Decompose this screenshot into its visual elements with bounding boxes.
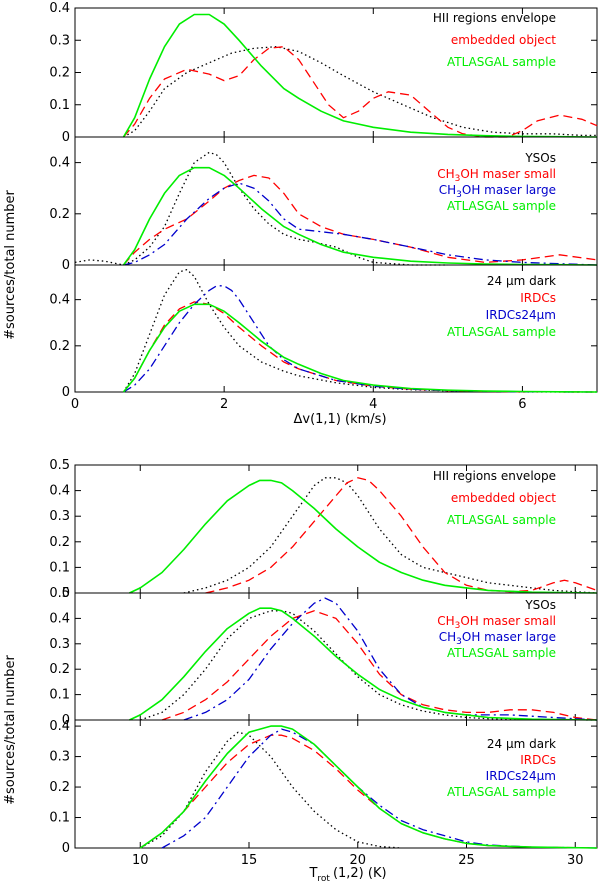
panel-5-series-ch3oh-maser-large xyxy=(183,597,598,721)
panel-1-series-hii-regions-envelope xyxy=(123,46,597,138)
panel-6-xtick-label-2: 20 xyxy=(349,853,366,868)
panel-1-ytick-label-1: 0.1 xyxy=(49,98,70,113)
panel-5-ytick-label-3: 0.3 xyxy=(49,637,70,652)
panel-2-legend-1: CH3OH maser small xyxy=(437,167,556,184)
panel-5-ytick-label-0: 0 xyxy=(62,713,70,728)
panel-6-xtick-label-4: 30 xyxy=(567,853,584,868)
panel-6-frame xyxy=(74,719,598,849)
bottom-x-title-sub: rot xyxy=(317,874,330,884)
panel-2-legend-0: YSOs xyxy=(524,151,556,165)
panel-6-series-atlasgal-sample xyxy=(139,725,598,849)
panel-2-ytick-label-1: 0.2 xyxy=(49,207,70,222)
panel-6-legend-2: IRDCs24μm xyxy=(486,769,556,783)
panel-3-series-atlasgal-sample xyxy=(122,303,598,393)
panel-4-ytick-label-2: 0.2 xyxy=(49,535,70,550)
panel-2-series-ch3oh-maser-large xyxy=(123,182,598,266)
top-y-axis-title: #sources/total number xyxy=(3,189,18,339)
panel-3-legend-2: IRDCs24μm xyxy=(486,308,556,322)
panel-5-legend-3: ATLASGAL sample xyxy=(447,646,556,660)
panel-1-series-embedded-object xyxy=(123,46,598,138)
panel-6-xtick-label-1: 15 xyxy=(241,853,258,868)
panel-2-series-ch3oh-maser-small xyxy=(123,174,598,266)
panel-2-series-ysos xyxy=(74,151,448,266)
panel-2-legend-3: ATLASGAL sample xyxy=(447,199,556,213)
panel-3-legend-3: ATLASGAL sample xyxy=(447,325,556,339)
panel-4-series-hii-regions-envelope xyxy=(183,477,598,594)
panel-1-legend-2: ATLASGAL sample xyxy=(447,55,556,69)
panel-5-legend-2: CH3OH maser large xyxy=(439,630,556,647)
panel-3-frame xyxy=(74,264,598,393)
panel-6-ytick-label-4: 0.4 xyxy=(49,719,70,734)
panel-4-ytick-label-5: 0.5 xyxy=(49,458,70,473)
panel-3-xtick-label-3: 6 xyxy=(518,397,526,412)
panel-5-ytick-label-5: 0.5 xyxy=(49,586,70,601)
panel-5-series-ch3oh-maser-small xyxy=(161,610,598,721)
panel-6-ytick-label-2: 0.2 xyxy=(49,780,70,795)
panel-1-ytick-label-3: 0.3 xyxy=(49,33,70,48)
panel-2-legend-2: CH3OH maser large xyxy=(439,183,556,200)
panel-6-series-irdcs24-m xyxy=(161,728,598,849)
panel-3-xtick-label-2: 4 xyxy=(369,397,377,412)
panel-6-legend-0: 24 μm dark xyxy=(487,737,556,751)
panel-6-legend-1: IRDCs xyxy=(520,753,556,767)
panel-6-series-24-m-dark xyxy=(139,731,402,849)
bottom-x-title-rest: (1,2) (K) xyxy=(333,866,387,881)
panel-3-legend-1: IRDCs xyxy=(520,291,556,305)
panel-3-ytick-label-0: 0 xyxy=(62,385,70,400)
panel-4-series-atlasgal-sample xyxy=(129,479,598,594)
panel-3-ytick-label-2: 0.4 xyxy=(49,293,70,308)
panel-6-ytick-label-3: 0.3 xyxy=(49,750,70,765)
panel-1-legend-0: HII regions envelope xyxy=(433,11,556,25)
panel-4-ytick-label-1: 0.1 xyxy=(49,560,70,575)
panel-1-ytick-label-0: 0 xyxy=(62,130,70,145)
panel-3-legend-0: 24 μm dark xyxy=(487,274,556,288)
panel-4-ytick-label-4: 0.4 xyxy=(49,484,70,499)
panel-6-ytick-label-0: 0 xyxy=(62,841,70,856)
panel-5-ytick-label-4: 0.4 xyxy=(49,611,70,626)
panel-1-series-atlasgal-sample xyxy=(122,13,598,138)
panel-6-xtick-label-0: 10 xyxy=(132,853,149,868)
panel-5-series-atlasgal-sample xyxy=(129,607,598,721)
panel-5-legend-0: YSOs xyxy=(524,598,556,612)
panel-4-ytick-label-3: 0.3 xyxy=(49,509,70,524)
panel-3-xtick-label-1: 2 xyxy=(220,397,228,412)
bottom-y-axis-title: #sources/total number xyxy=(3,654,18,804)
panel-4-ytick-label-0: 0 xyxy=(62,586,70,601)
panel-5-ytick-label-1: 0.1 xyxy=(49,688,70,703)
panel-2-series-atlasgal-sample xyxy=(122,166,598,266)
bottom-x-title-main: T xyxy=(308,866,317,881)
panel-6-ytick-label-1: 0.1 xyxy=(49,811,70,826)
panel-6-legend-3: ATLASGAL sample xyxy=(447,785,556,799)
panel-5-legend-1: CH3OH maser small xyxy=(437,614,556,631)
panel-6-xtick-label-3: 25 xyxy=(458,853,475,868)
panel-3-ytick-label-1: 0.2 xyxy=(49,339,70,354)
panel-1-legend-1: embedded object xyxy=(451,33,556,47)
panel-2-ytick-label-0: 0 xyxy=(62,258,70,273)
panel-4-legend-1: embedded object xyxy=(451,491,556,505)
panel-1-ytick-label-2: 0.2 xyxy=(49,66,70,81)
panel-2-ytick-label-2: 0.4 xyxy=(49,156,70,171)
panel-4-legend-2: ATLASGAL sample xyxy=(447,513,556,527)
top-x-axis-title: Δv(1,1) (km/s) xyxy=(293,412,386,427)
panel-1-ytick-label-4: 0.4 xyxy=(49,1,70,16)
panel-4-legend-0: HII regions envelope xyxy=(433,469,556,483)
panel-5-ytick-label-2: 0.2 xyxy=(49,662,70,677)
panel-3-series-irdcs24-m xyxy=(123,285,598,393)
panel-4-series-embedded-object xyxy=(205,477,598,594)
bottom-x-axis-title: Trot (1,2) (K) xyxy=(308,866,386,884)
panel-3-xtick-label-0: 0 xyxy=(71,397,79,412)
panel-5-series-ysos xyxy=(140,610,598,721)
